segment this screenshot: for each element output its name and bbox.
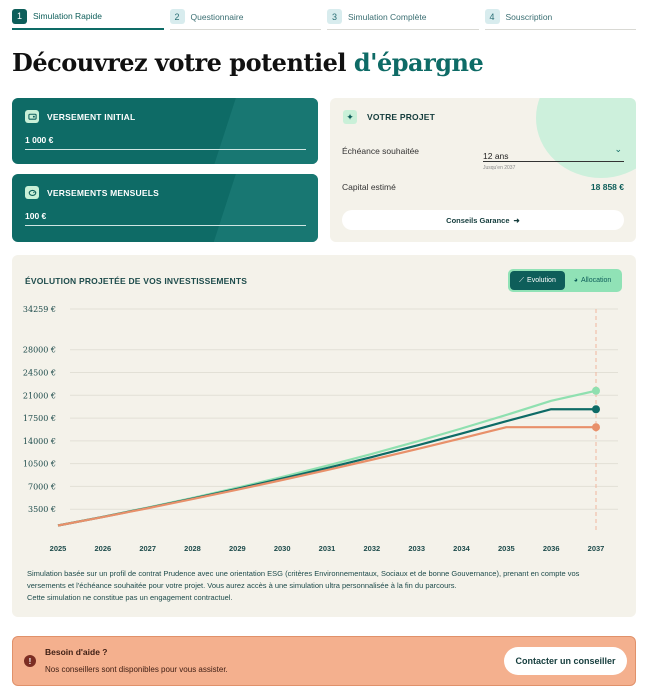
horizon-select[interactable]: 12 ans ⌄: [483, 144, 624, 162]
step-number: 2: [169, 9, 185, 24]
horizon-hint: Jusqu'en 2037: [483, 165, 516, 171]
series-end-point: [592, 386, 600, 395]
x-tick-label: 2032: [363, 544, 380, 553]
simulation-disclaimer: Cette simulation ne constitue pas un eng…: [27, 593, 233, 602]
x-tick-label: 2025: [50, 544, 67, 553]
toggle-evolution[interactable]: ⟋ Evolution: [510, 271, 565, 290]
x-tick-label: 2030: [274, 544, 291, 553]
piggy-icon: [25, 186, 39, 199]
x-tick-label: 2037: [588, 544, 605, 553]
toggle-evolution-label: Evolution: [527, 277, 556, 284]
project-card: ✦ VOTRE PROJET Échéance souhaitée 12 ans…: [330, 98, 636, 242]
help-banner: ! Besoin d'aide ? Nos conseillers sont d…: [12, 636, 636, 686]
capital-value: 18 858 €: [590, 182, 624, 192]
toggle-allocation[interactable]: ◕ Allocation: [565, 271, 620, 290]
x-tick-label: 2029: [229, 544, 246, 553]
series-line: [57, 426, 596, 527]
series-end-point: [592, 423, 600, 432]
capital-label: Capital estimé: [342, 182, 396, 192]
advice-button[interactable]: Conseils Garance ➜: [342, 210, 624, 230]
initial-deposit-card: VERSEMENT INITIAL 1 000 €: [12, 98, 318, 164]
y-tick-label: 17500 €: [23, 414, 56, 423]
advice-button-label: Conseils Garance: [446, 215, 510, 225]
chart-card: ÉVOLUTION PROJETÉE DE VOS INVESTISSEMENT…: [12, 255, 636, 617]
step-number: 1: [12, 8, 27, 24]
step-souscription[interactable]: 4 Souscription: [484, 8, 636, 30]
initial-deposit-input[interactable]: 1 000 €: [25, 135, 306, 150]
step-simulation-complete[interactable]: 3 Simulation Complète: [327, 8, 479, 30]
x-tick-label: 2035: [498, 544, 515, 553]
stepper: 1 Simulation Rapide 2 Questionnaire 3 Si…: [12, 8, 636, 30]
horizon-value: 12 ans: [483, 151, 509, 161]
y-tick-label: 10500 €: [23, 460, 56, 469]
series-end-point: [592, 405, 600, 414]
x-tick-label: 2033: [408, 544, 425, 553]
x-tick-label: 2036: [543, 544, 560, 553]
simulation-note: Simulation basée sur un profil de contra…: [27, 568, 607, 604]
help-title: Besoin d'aide ?: [45, 647, 108, 657]
step-simulation-rapide[interactable]: 1 Simulation Rapide: [12, 8, 164, 30]
monthly-deposit-title: VERSEMENTS MENSUELS: [47, 187, 159, 198]
chevron-down-icon: ⌄: [614, 144, 622, 154]
simulation-note-text: Simulation basée sur un profil de contra…: [27, 569, 580, 590]
step-questionnaire[interactable]: 2 Questionnaire: [169, 8, 321, 30]
wallet-icon: [25, 110, 39, 123]
y-tick-label: 7000 €: [28, 482, 56, 491]
x-tick-label: 2028: [184, 544, 201, 553]
sparkle-icon: ✦: [343, 110, 357, 124]
help-text: Nos conseillers sont disponibles pour vo…: [45, 665, 228, 674]
line-chart-icon: ⟋: [519, 276, 525, 284]
series-line: [57, 389, 597, 527]
info-icon: !: [24, 655, 36, 667]
step-number: 4: [484, 9, 500, 24]
contact-advisor-button[interactable]: Contacter un conseiller: [504, 647, 627, 675]
view-toggle: ⟋ Evolution ◕ Allocation: [508, 269, 622, 292]
monthly-deposit-input[interactable]: 100 €: [25, 211, 306, 226]
x-tick-label: 2027: [139, 544, 156, 553]
arrow-right-icon: ➜: [513, 215, 520, 225]
step-label: Simulation Rapide: [33, 11, 102, 21]
y-tick-label: 24500 €: [23, 369, 56, 378]
step-label: Souscription: [505, 11, 553, 22]
x-tick-label: 2034: [453, 544, 471, 553]
y-tick-label: 14000 €: [23, 437, 56, 446]
pie-chart-icon: ◕: [573, 277, 578, 284]
page-title: Découvrez votre potentiel d'épargne: [12, 48, 484, 77]
step-number: 3: [327, 9, 342, 24]
page-title-accent: d'épargne: [353, 48, 484, 77]
initial-deposit-title: VERSEMENT INITIAL: [47, 111, 136, 122]
step-label: Simulation Complète: [348, 11, 427, 22]
y-tick-label: 28000 €: [23, 346, 56, 355]
y-tick-label: 34259 €: [23, 305, 56, 314]
page-title-main: Découvrez votre potentiel: [12, 48, 354, 77]
monthly-deposit-card: VERSEMENTS MENSUELS 100 €: [12, 174, 318, 242]
project-title: VOTRE PROJET: [367, 112, 436, 122]
y-tick-label: 21000 €: [23, 391, 56, 400]
y-tick-label: 3500 €: [28, 505, 56, 514]
x-tick-label: 2031: [319, 544, 336, 553]
step-label: Questionnaire: [190, 11, 244, 22]
chart-title: ÉVOLUTION PROJETÉE DE VOS INVESTISSEMENT…: [25, 276, 248, 286]
x-tick-label: 2026: [94, 544, 111, 553]
toggle-allocation-label: Allocation: [580, 277, 612, 284]
horizon-label: Échéance souhaitée: [342, 146, 420, 156]
projection-chart: 3500 € 7000 € 10500 € 14000 € 17500 € 21000 €…: [23, 305, 618, 553]
